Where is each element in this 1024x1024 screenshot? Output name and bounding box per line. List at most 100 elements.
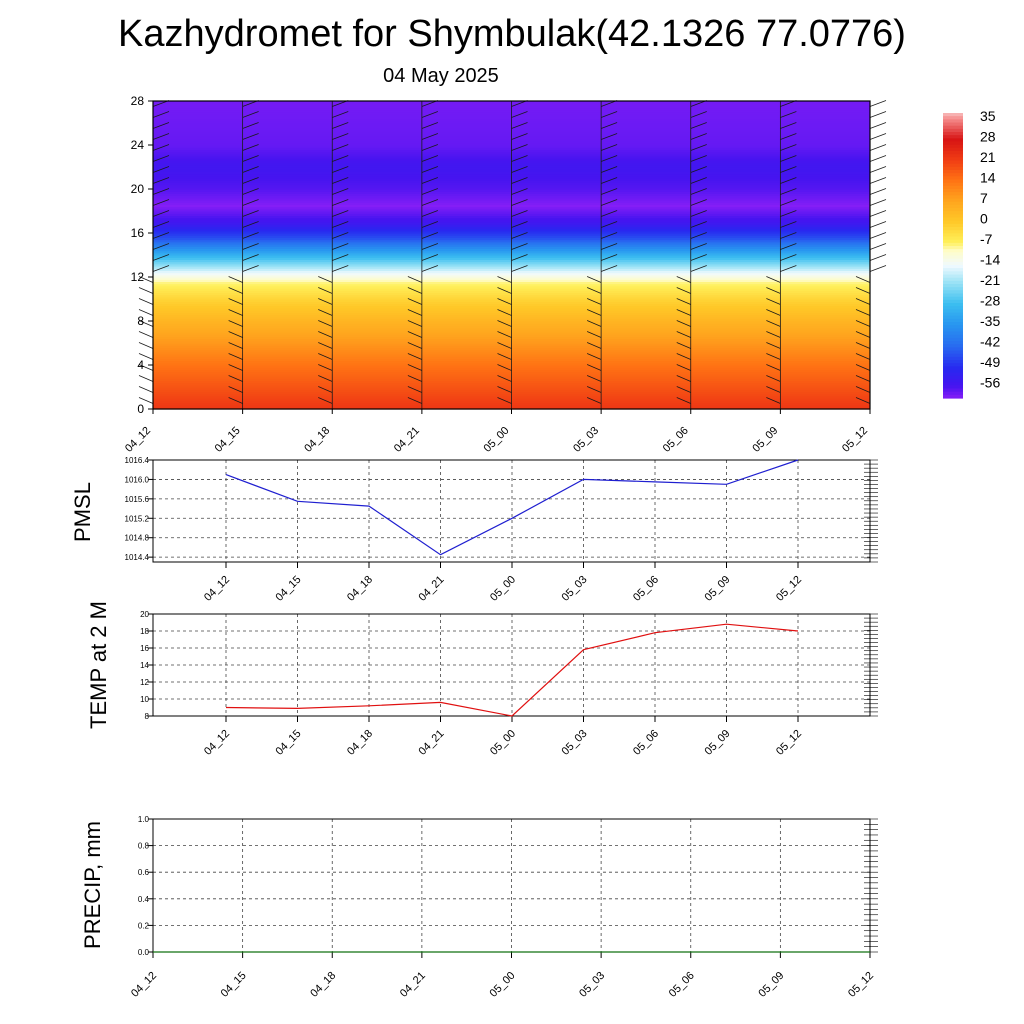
wind-barb xyxy=(855,353,871,360)
wind-barb xyxy=(228,298,243,305)
wind-barb xyxy=(676,298,691,305)
colorbar-segment xyxy=(943,113,963,117)
colorbar-segment xyxy=(943,299,963,304)
wind-barb xyxy=(600,265,618,272)
wind-barb xyxy=(318,276,333,283)
heatmap-x-tick-label: 05_06 xyxy=(661,425,691,455)
wind-barb xyxy=(766,331,781,338)
x-tick-label: 04_12 xyxy=(129,970,159,1000)
x-tick-label: 04_12 xyxy=(202,728,232,758)
wind-barb xyxy=(242,111,259,118)
wind-barb xyxy=(690,210,707,217)
wind-barb xyxy=(780,221,797,228)
wind-barb xyxy=(152,133,170,140)
wind-barb xyxy=(421,210,439,217)
wind-barb xyxy=(600,111,618,118)
wind-barb xyxy=(242,210,259,217)
colorbar-segment xyxy=(943,347,963,352)
wind-barb xyxy=(766,298,781,305)
colorbar-segment xyxy=(943,242,963,247)
series-line xyxy=(225,459,799,556)
wind-barb xyxy=(766,309,781,316)
wind-barb xyxy=(855,287,871,294)
colorbar-segment xyxy=(943,274,963,279)
wind-barb xyxy=(407,309,423,316)
colorbar-label: -14 xyxy=(980,252,1000,268)
colorbar-segment xyxy=(943,233,963,238)
wind-barb xyxy=(497,287,512,294)
wind-barb xyxy=(332,133,349,140)
wind-barb xyxy=(780,210,797,217)
wind-barb xyxy=(511,232,528,239)
wind-barb xyxy=(407,386,423,393)
wind-barb xyxy=(690,199,707,206)
wind-barb xyxy=(600,210,618,217)
wind-barb xyxy=(497,320,512,327)
colorbar-segment xyxy=(943,328,963,333)
wind-barb xyxy=(152,155,170,162)
wind-barb xyxy=(497,276,512,283)
wind-barb xyxy=(586,309,602,316)
wind-barb xyxy=(228,309,243,316)
colorbar-segment xyxy=(943,160,963,165)
wind-barb xyxy=(421,188,439,195)
wind-barb xyxy=(780,265,797,272)
wind-barb xyxy=(766,287,781,294)
colorbar-segment xyxy=(943,309,963,314)
wind-barb xyxy=(497,386,512,393)
colorbar-segment xyxy=(943,258,963,263)
wind-barb xyxy=(676,364,691,371)
date-subtitle: 04 May 2025 xyxy=(383,65,499,87)
x-tick-label: 05_12 xyxy=(774,728,804,758)
y-tick-label: 1014.4 xyxy=(125,553,150,562)
wind-barb xyxy=(780,111,797,118)
wind-barb xyxy=(228,342,243,349)
y-tick-label: 1016.0 xyxy=(125,475,150,484)
colorbar-segment xyxy=(943,236,963,241)
wind-barb xyxy=(407,342,423,349)
colorbar-segment xyxy=(943,176,963,181)
wind-barb xyxy=(690,177,707,184)
wind-barb xyxy=(869,265,887,272)
wind-barb xyxy=(332,199,349,206)
heatmap-y-tick-label: 16 xyxy=(131,226,145,240)
y-tick-label: 20 xyxy=(140,610,149,619)
colorbar-label: 28 xyxy=(980,129,996,145)
wind-barb xyxy=(600,188,618,195)
wind-barb xyxy=(138,397,154,404)
colorbar-segment xyxy=(943,223,963,228)
wind-barb xyxy=(511,254,528,261)
wind-barb xyxy=(152,243,170,250)
colorbar-segment xyxy=(943,360,963,364)
wind-barb xyxy=(152,210,170,217)
wind-barb xyxy=(869,166,887,173)
wind-barb xyxy=(318,298,333,305)
wind-barb xyxy=(407,320,423,327)
wind-barb xyxy=(869,100,887,107)
colorbar-segment xyxy=(943,141,963,146)
wind-barb xyxy=(152,144,170,151)
colorbar-segment xyxy=(943,303,963,307)
colorbar-segment xyxy=(943,211,963,215)
wind-barb xyxy=(869,133,887,140)
wind-barb xyxy=(511,188,528,195)
wind-barb xyxy=(138,353,154,360)
wind-barb xyxy=(497,331,512,338)
colorbar-segment xyxy=(943,252,963,257)
wind-barb xyxy=(332,155,349,162)
wind-barb xyxy=(855,309,871,316)
wind-barb xyxy=(676,386,691,393)
y-tick-label: 0.0 xyxy=(138,948,150,957)
wind-barb xyxy=(676,276,691,283)
wind-barb xyxy=(600,144,618,151)
wind-barb xyxy=(152,232,170,239)
wind-barb xyxy=(600,177,618,184)
wind-barb xyxy=(766,364,781,371)
wind-barb xyxy=(152,188,170,195)
wind-barb xyxy=(228,287,243,294)
colorbar-segment xyxy=(943,208,963,212)
colorbar-label: -56 xyxy=(980,375,1000,391)
colorbar-label: -35 xyxy=(980,313,1000,329)
wind-barb xyxy=(600,155,618,162)
colorbar-segment xyxy=(943,375,963,380)
